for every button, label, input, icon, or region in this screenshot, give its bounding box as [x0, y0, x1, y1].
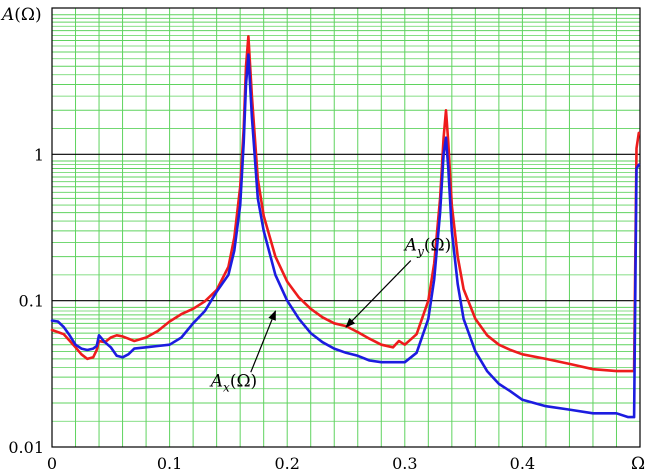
plot-frame [51, 7, 641, 448]
annotation-arrow [250, 310, 276, 373]
x-tick-label: 0.1 [157, 454, 182, 472]
annotation-arrow [345, 260, 412, 328]
series-annotation-label: Ax(Ω) [209, 371, 257, 394]
axis-labels: A(Ω) Ω [0, 5, 645, 472]
minor-gridlines [52, 8, 640, 447]
y-tick-label: 1 [34, 145, 44, 164]
y-tick-label: 0.1 [19, 292, 44, 311]
x-tick-label: 0.3 [392, 454, 417, 472]
series-line-ay [50, 35, 641, 373]
x-axis-label: Ω [631, 454, 645, 472]
x-tick-label: 0.2 [274, 454, 299, 472]
y-axis-label: A(Ω) [0, 5, 42, 25]
y-tick-labels: 0.01 0.1 1 [8, 145, 44, 457]
x-tick-label: 0.4 [510, 454, 535, 472]
series-line-ax [50, 53, 641, 419]
series-annotation-label: Ay(Ω) [403, 236, 451, 259]
annotation-layer: Ay(Ω) Ax(Ω) [209, 236, 451, 395]
series-layer [50, 35, 641, 419]
x-tick-label: 0 [47, 454, 57, 472]
x-tick-labels: 0 0.1 0.2 0.3 0.4 [47, 454, 535, 472]
y-tick-label: 0.01 [8, 438, 44, 457]
major-gridlines [52, 153, 640, 302]
